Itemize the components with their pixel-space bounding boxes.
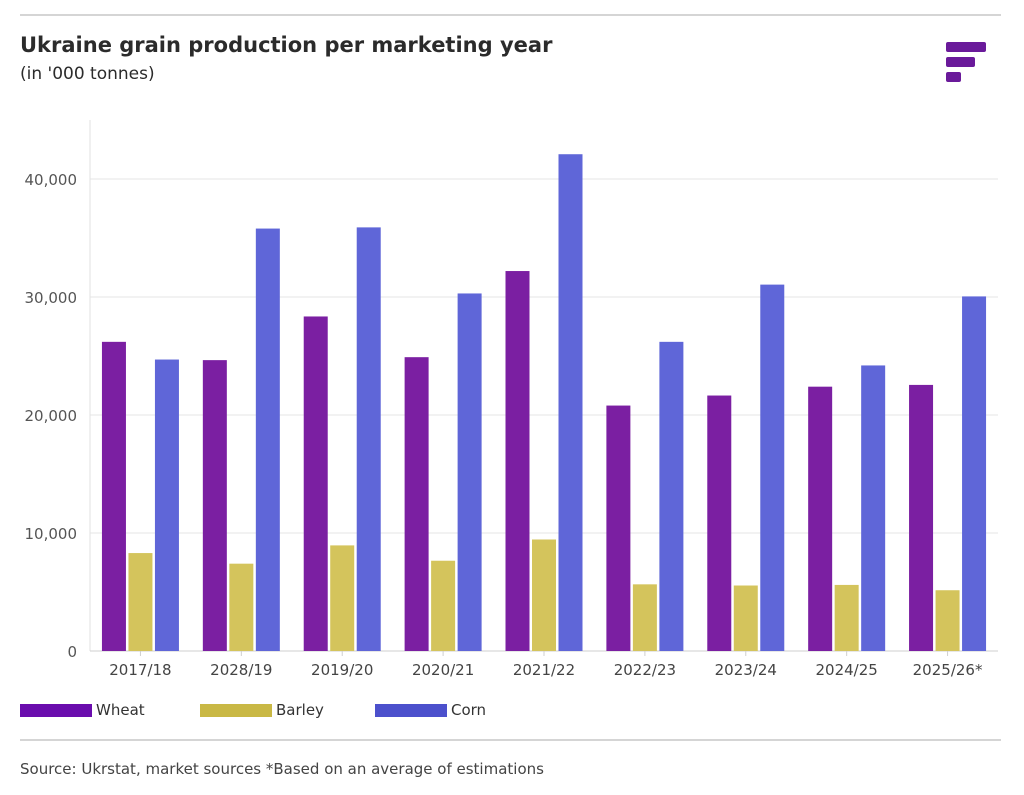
bar-barley [834, 584, 859, 651]
bar-wheat [202, 360, 227, 651]
bar-wheat [505, 271, 530, 651]
legend-swatch-barley [200, 703, 272, 717]
bar-barley [632, 584, 657, 651]
legend-label-barley: Barley [276, 701, 324, 719]
legend-swatch-corn [375, 703, 447, 717]
bar-corn [962, 296, 987, 651]
y-tick-label: 0 [67, 643, 77, 661]
bar-corn [356, 227, 381, 651]
bar-corn [255, 228, 280, 651]
logo-bar-top [946, 42, 986, 52]
x-tick-label: 2020/21 [412, 661, 474, 679]
y-tick-label: 30,000 [25, 289, 78, 307]
bar-barley [229, 563, 254, 651]
bar-corn [659, 341, 684, 651]
legend-swatch-wheat [20, 703, 92, 717]
bar-corn [861, 365, 886, 651]
brand-logo-icon [946, 40, 988, 84]
bottom-divider [20, 739, 1001, 741]
x-tick-label: 2025/26* [913, 661, 983, 679]
chart-title: Ukraine grain production per marketing y… [20, 33, 553, 57]
chart-subtitle: (in '000 tonnes) [20, 64, 155, 84]
bar-barley [532, 539, 556, 651]
bar-corn [760, 284, 785, 651]
bar-barley [128, 553, 153, 651]
logo-bar-middle [946, 57, 975, 67]
bar-wheat [404, 357, 429, 651]
bar-wheat [707, 395, 732, 651]
bar-barley [431, 560, 456, 651]
y-tick-label: 20,000 [25, 407, 78, 425]
x-tick-label: 2021/22 [513, 661, 575, 679]
legend-item-corn: Corn [375, 700, 486, 720]
top-divider [20, 14, 1001, 16]
bar-barley [935, 590, 960, 651]
source-note: Source: Ukrstat, market sources *Based o… [20, 760, 544, 778]
bar-corn [457, 293, 482, 651]
x-tick-label: 2024/25 [816, 661, 878, 679]
bar-barley [330, 545, 355, 651]
bar-wheat [909, 384, 934, 651]
legend-item-wheat: Wheat [20, 700, 145, 720]
x-tick-label: 2023/24 [715, 661, 777, 679]
x-tick-label: 2017/18 [109, 661, 171, 679]
logo-bar-bottom [946, 72, 961, 82]
legend-label-corn: Corn [451, 701, 487, 719]
x-tick-label: 2028/19 [210, 661, 272, 679]
bar-corn [154, 359, 179, 651]
x-tick-label: 2019/20 [311, 661, 373, 679]
y-tick-label: 10,000 [25, 525, 78, 543]
bar-wheat [303, 316, 328, 651]
y-tick-label: 40,000 [25, 171, 78, 189]
bar-wheat [606, 405, 631, 651]
legend-item-barley: Barley [200, 700, 324, 720]
legend-label-wheat: Wheat [96, 701, 145, 719]
bar-chart: 0 10,000 20,000 30,000 40,000 2017/18 2028/19 2… [25, 120, 998, 679]
x-tick-label: 2022/23 [614, 661, 676, 679]
bar-wheat [808, 386, 833, 651]
bar-barley [733, 585, 758, 651]
bar-corn [558, 154, 583, 651]
bar-wheat [101, 341, 126, 651]
